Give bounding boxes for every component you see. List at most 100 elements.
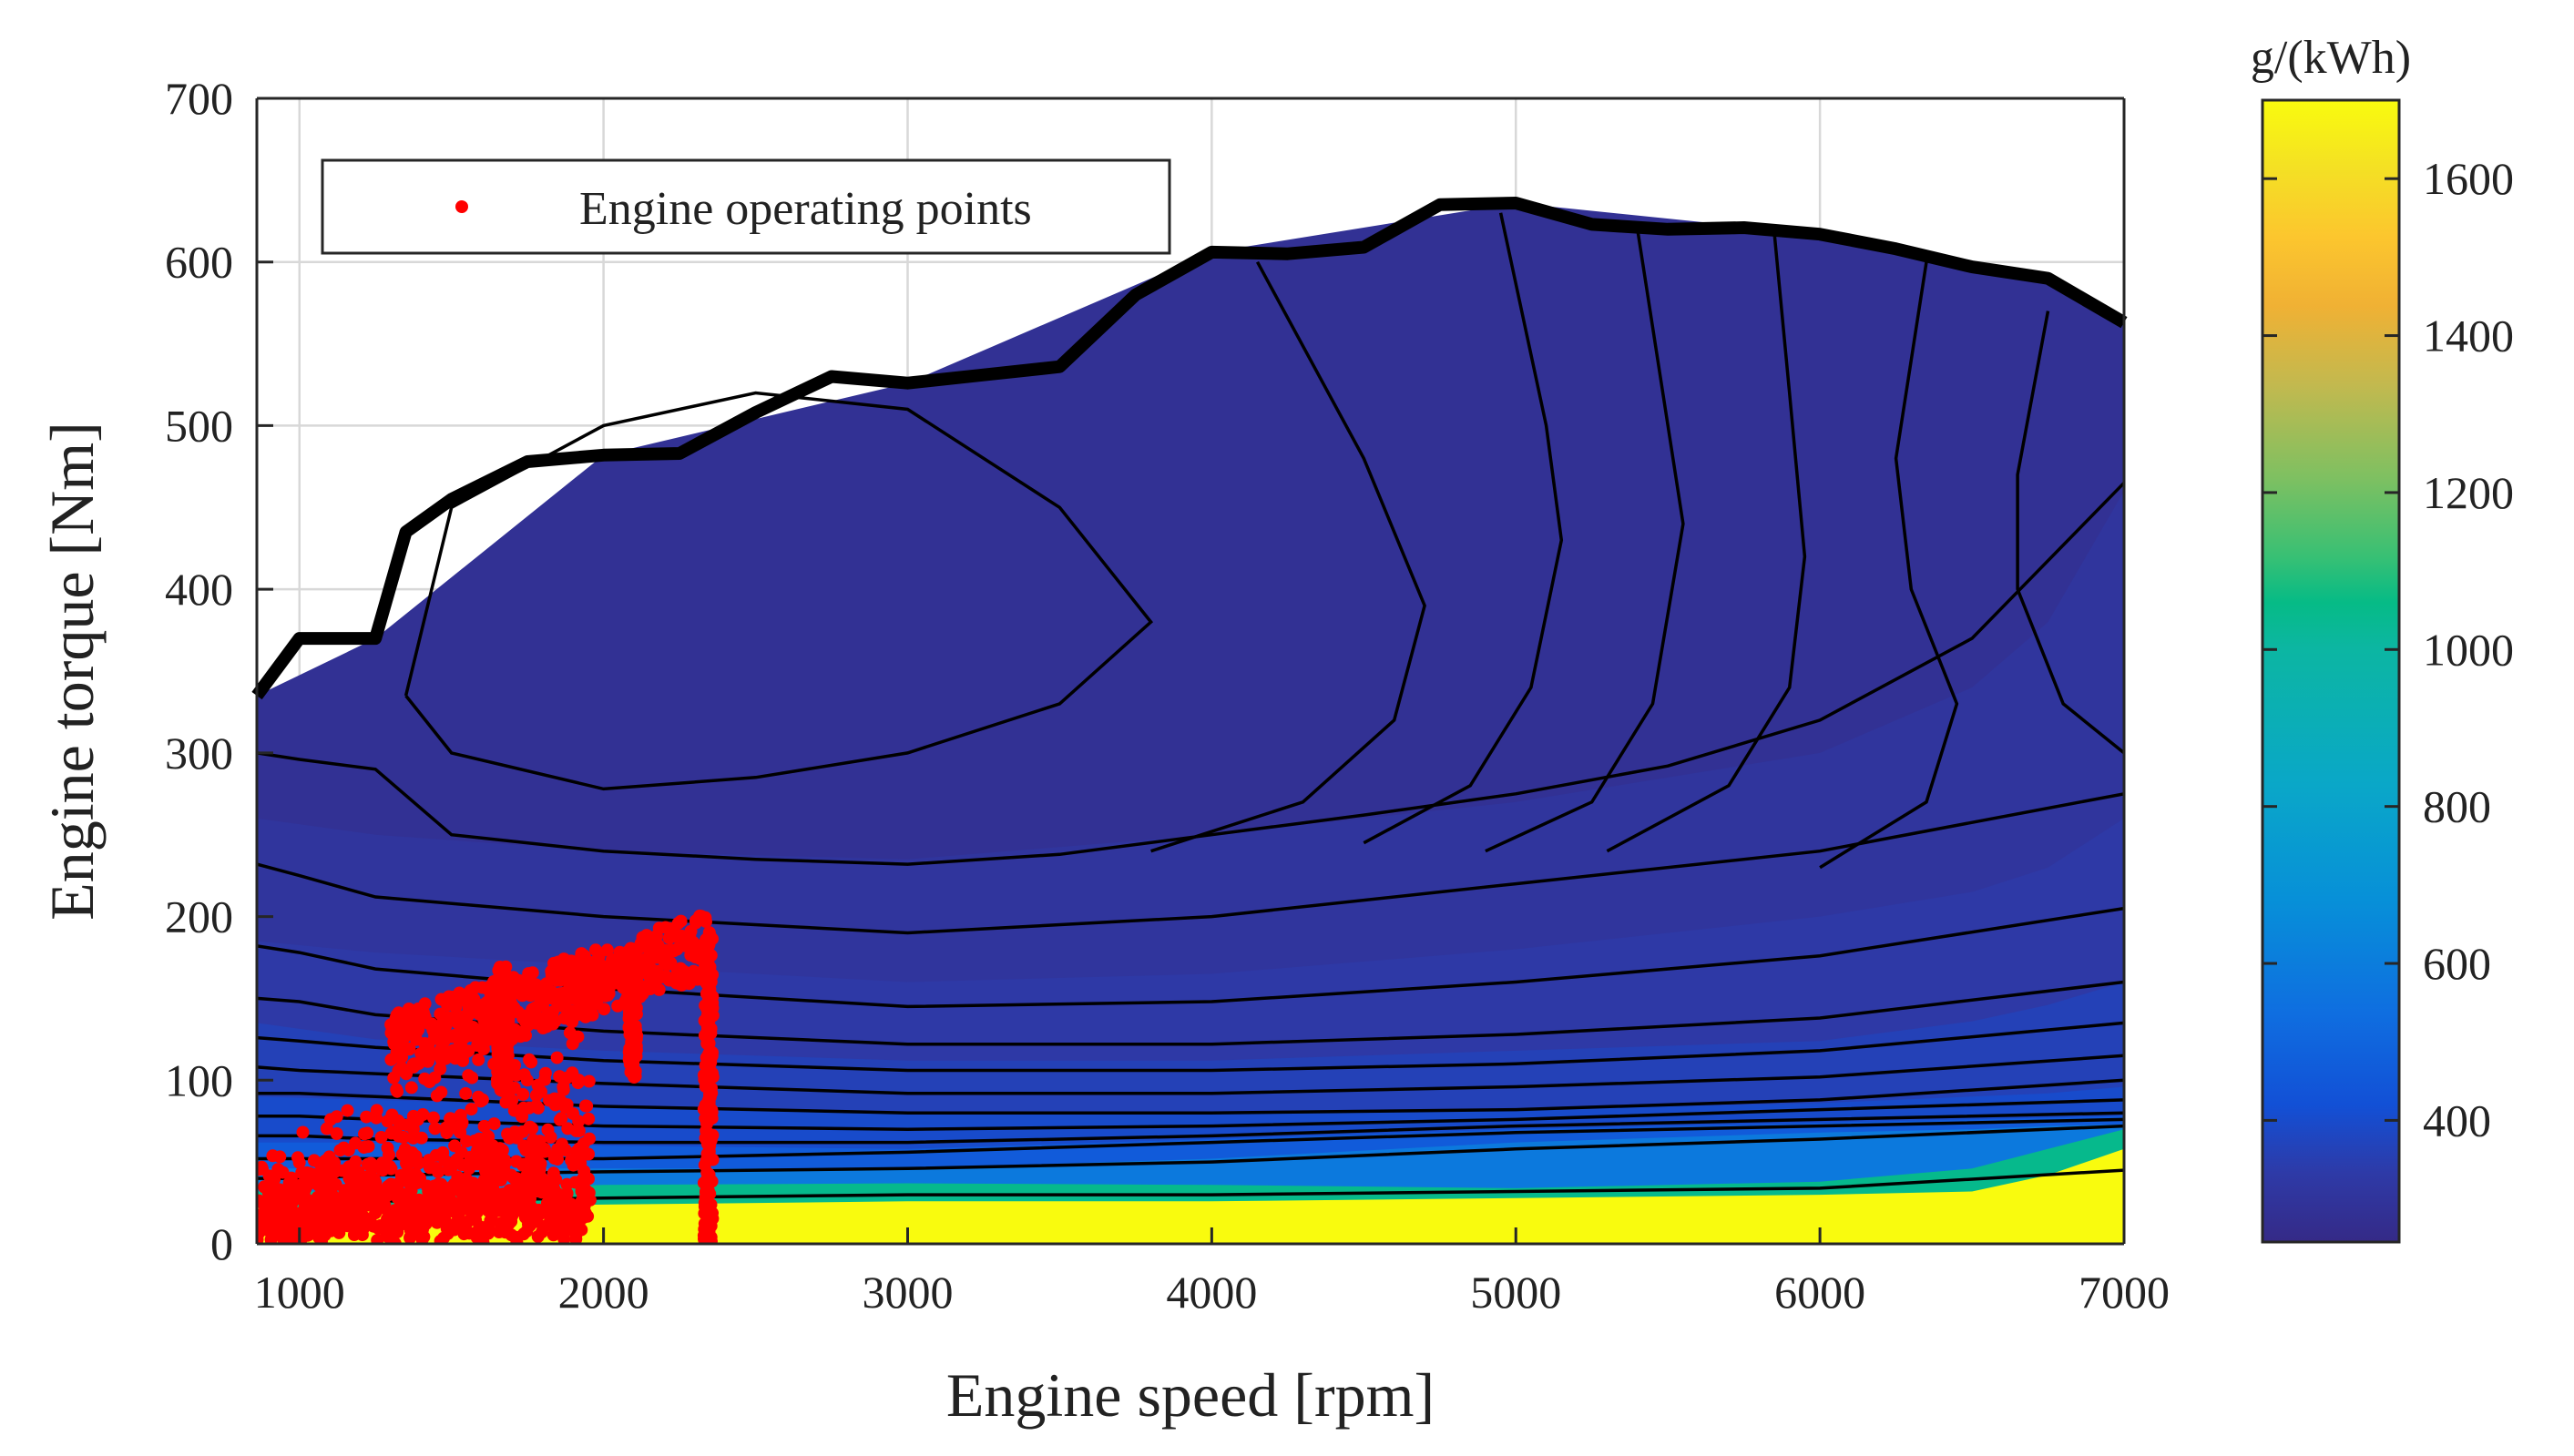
operating-point bbox=[582, 1112, 596, 1125]
operating-point bbox=[571, 1076, 585, 1090]
operating-point bbox=[577, 1171, 591, 1184]
operating-point bbox=[471, 1157, 485, 1171]
operating-point bbox=[443, 1187, 456, 1200]
operating-point bbox=[458, 1046, 472, 1060]
operating-point bbox=[698, 1222, 711, 1236]
contour-line bbox=[1150, 260, 1426, 853]
operating-point bbox=[698, 944, 711, 958]
operating-point bbox=[577, 1189, 590, 1203]
operating-point bbox=[595, 981, 608, 994]
operating-point bbox=[391, 1186, 404, 1199]
operating-point bbox=[516, 1125, 529, 1138]
operating-point bbox=[517, 1068, 531, 1082]
operating-point bbox=[532, 1185, 546, 1198]
operating-point bbox=[702, 1105, 716, 1118]
operating-point bbox=[335, 1192, 349, 1205]
operating-point bbox=[408, 1215, 422, 1228]
operating-point bbox=[393, 1020, 406, 1033]
operating-point bbox=[649, 929, 663, 942]
operating-point bbox=[446, 1205, 460, 1218]
contour-line bbox=[2016, 311, 2124, 755]
operating-point bbox=[579, 1209, 593, 1223]
operating-point bbox=[434, 1047, 448, 1061]
x-axis-label: Engine speed [rpm] bbox=[946, 1360, 1435, 1430]
legend: Engine operating points bbox=[321, 158, 1171, 255]
x-tick-label: 5000 bbox=[1470, 1267, 1561, 1318]
operating-point bbox=[702, 932, 715, 945]
operating-point bbox=[579, 1099, 592, 1113]
operating-point bbox=[700, 1203, 713, 1217]
operating-point bbox=[472, 1053, 485, 1066]
operating-point bbox=[423, 1075, 436, 1089]
operating-point bbox=[354, 1173, 368, 1186]
operating-point bbox=[705, 1175, 719, 1188]
operating-point bbox=[461, 1017, 475, 1031]
contour-line bbox=[257, 1054, 2124, 1095]
operating-point bbox=[291, 1151, 304, 1165]
operating-point bbox=[511, 1005, 525, 1019]
operating-point bbox=[560, 1186, 574, 1200]
operating-point bbox=[664, 943, 678, 957]
operating-point bbox=[547, 987, 561, 1001]
operating-point bbox=[586, 1008, 599, 1022]
operating-point bbox=[434, 1235, 447, 1244]
operating-point bbox=[541, 1008, 555, 1021]
operating-point bbox=[257, 1162, 269, 1176]
x-tick-label: 3000 bbox=[862, 1267, 953, 1318]
legend-entry: Engine operating points bbox=[579, 183, 1032, 235]
operating-point bbox=[538, 1145, 552, 1158]
operating-point bbox=[330, 1127, 343, 1140]
operating-point bbox=[434, 993, 448, 1006]
operating-point bbox=[381, 1141, 394, 1155]
operating-point bbox=[455, 1117, 468, 1131]
operating-point bbox=[699, 1074, 712, 1087]
operating-point bbox=[406, 1109, 420, 1123]
operating-point bbox=[531, 1230, 545, 1243]
operating-point bbox=[532, 1206, 546, 1218]
operating-point bbox=[446, 1044, 460, 1057]
operating-points bbox=[257, 909, 720, 1244]
operating-point bbox=[455, 1158, 468, 1172]
operating-point bbox=[702, 999, 716, 1012]
operating-point bbox=[465, 1071, 479, 1084]
operating-point bbox=[401, 1158, 414, 1172]
contour-region bbox=[257, 1148, 2124, 1244]
operating-point bbox=[475, 1093, 489, 1106]
operating-point bbox=[469, 981, 482, 994]
y-tick-label: 400 bbox=[165, 564, 233, 615]
operating-point bbox=[522, 967, 536, 981]
operating-point bbox=[557, 1083, 570, 1096]
operating-point bbox=[430, 1216, 444, 1229]
operating-point bbox=[428, 1122, 442, 1135]
operating-point bbox=[588, 955, 602, 969]
colorbar-ticks: 400 600 800 1000 1200 1400 1600 bbox=[2262, 153, 2514, 1145]
operating-point bbox=[550, 1051, 564, 1064]
operating-point bbox=[328, 1156, 341, 1169]
operating-point bbox=[341, 1104, 354, 1117]
operating-point bbox=[534, 996, 547, 1010]
x-tick-label: 7000 bbox=[2079, 1267, 2170, 1318]
operating-point bbox=[625, 1064, 638, 1077]
operating-point bbox=[329, 1177, 342, 1191]
operating-point bbox=[567, 1214, 581, 1227]
x-ticks: 1000 2000 3000 4000 5000 6000 7000 bbox=[254, 1227, 2170, 1318]
operating-point bbox=[628, 987, 641, 1001]
operating-point bbox=[426, 1111, 440, 1125]
operating-point bbox=[606, 953, 619, 967]
operating-point bbox=[470, 1206, 484, 1219]
operating-point bbox=[274, 1193, 288, 1207]
operating-point bbox=[394, 1061, 408, 1074]
operating-point bbox=[567, 1158, 580, 1172]
operating-point bbox=[307, 1154, 321, 1167]
colorbar-tick-label: 800 bbox=[2423, 781, 2491, 832]
operating-point bbox=[406, 1131, 420, 1145]
operating-point bbox=[572, 1115, 586, 1128]
operating-point bbox=[471, 1023, 485, 1037]
operating-point bbox=[501, 1127, 515, 1141]
operating-point bbox=[526, 1143, 539, 1156]
operating-point bbox=[575, 949, 588, 962]
operating-point bbox=[700, 915, 712, 929]
operating-point bbox=[662, 973, 676, 987]
operating-point bbox=[516, 1158, 529, 1172]
operating-point bbox=[427, 1032, 441, 1045]
